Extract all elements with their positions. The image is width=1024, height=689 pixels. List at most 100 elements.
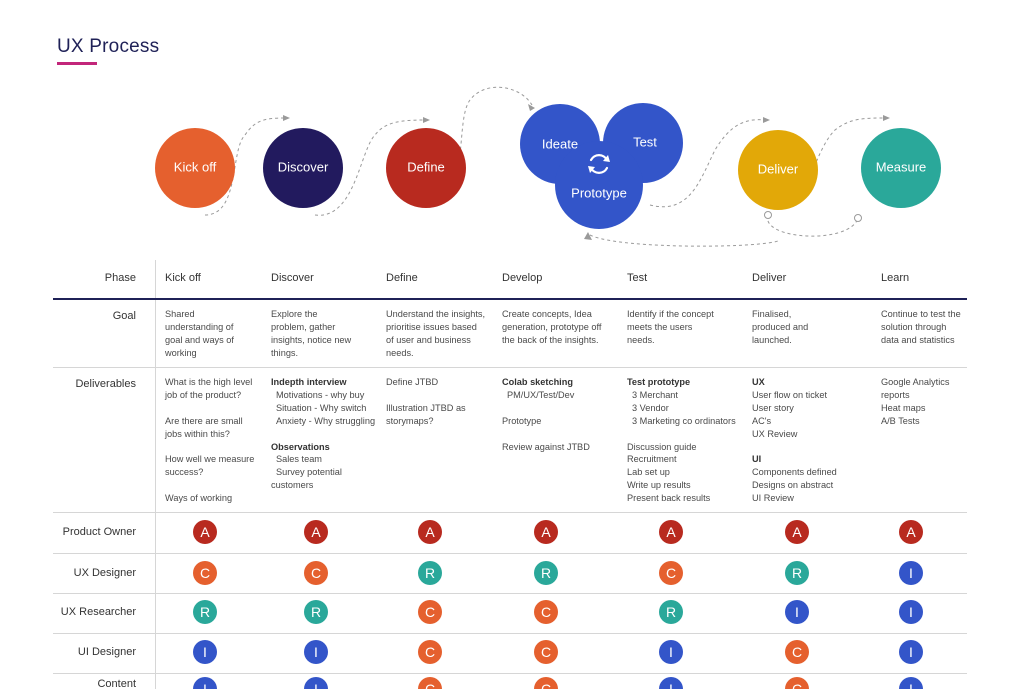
deliverable-item: Illustration JTBD as storymaps? — [386, 402, 466, 426]
measure-label: Measure — [876, 159, 927, 174]
deliverables-discover: Indepth interview Motivations - why buy … — [271, 376, 383, 492]
raci-badge: C — [785, 677, 809, 689]
deliverables-kickoff: What is the high level job of the produc… — [165, 376, 261, 505]
deliverable-item: Components defined — [752, 467, 837, 478]
discover-label: Discover — [278, 159, 329, 174]
raci-badge: R — [659, 600, 683, 624]
deliverable-item: PM/UX/Test/Dev — [507, 389, 575, 400]
goal-cell: Understand the insights, prioritise issu… — [386, 309, 486, 358]
deliverable-item: Prototype — [502, 415, 542, 426]
role-label-ux-researcher: UX Researcher — [60, 606, 136, 618]
deliverable-item: Are there are small jobs within this? — [165, 415, 243, 439]
deliverable-item: Situation - Why switch — [276, 402, 367, 413]
phase-header: Deliver — [752, 272, 787, 284]
row-divider — [53, 553, 967, 554]
test-label: Test — [633, 134, 657, 149]
deliverables-deliver: UX User flow on ticket User story AC's U… — [752, 376, 870, 505]
goal-cell: Finalised, produced and launched. — [752, 309, 809, 345]
raci-badge: A — [659, 520, 683, 544]
deliverable-item: Anxiety - Why struggling — [276, 415, 376, 426]
deliverable-item: Discussion guide — [627, 441, 697, 452]
raci-badge: I — [899, 561, 923, 585]
raci-badge: R — [193, 600, 217, 624]
row-divider — [53, 367, 967, 368]
role-label-product-owner: Product Owner — [62, 526, 136, 538]
deliverable-item: Heat maps — [881, 402, 926, 413]
goal-cell: Continue to test the solution through da… — [881, 309, 961, 345]
deliverable-heading: Observations — [271, 441, 330, 452]
deliverable-item: Define JTBD — [386, 377, 439, 387]
deliverable-item: Designs on abstract — [752, 480, 834, 491]
raci-badge: C — [785, 640, 809, 664]
deliverable-item: A/B Tests — [881, 415, 920, 426]
phase-header: Define — [386, 272, 418, 284]
raci-badge: I — [659, 677, 683, 689]
raci-badge: I — [899, 600, 923, 624]
deliverable-heading: UX — [752, 377, 765, 387]
deliverable-item: Survey potential — [276, 467, 342, 478]
row-divider — [53, 512, 967, 513]
deliverable-item: Review against JTBD — [502, 441, 590, 452]
kickoff-circle — [155, 128, 235, 208]
header-rule — [53, 298, 967, 300]
deliverable-item: AC's — [752, 415, 772, 426]
role-label-ux-designer: UX Designer — [73, 567, 136, 579]
raci-badge: R — [418, 561, 442, 585]
deliverable-item: Ways of working — [165, 493, 233, 504]
prototype-circle — [555, 141, 643, 229]
deliverable-heading: UI — [752, 454, 762, 465]
raci-badge: I — [304, 677, 328, 689]
deliver-circle — [738, 130, 818, 210]
discover-circle — [263, 128, 343, 208]
goal-cell: Create concepts, Idea generation, protot… — [502, 309, 602, 345]
raci-badge: A — [304, 520, 328, 544]
deliverable-heading: Colab sketching — [502, 377, 573, 387]
deliverable-item: 3 Vendor — [632, 402, 669, 413]
kickoff-label: Kick off — [174, 159, 217, 174]
raci-badge: C — [659, 561, 683, 585]
raci-badge: A — [418, 520, 442, 544]
title-underline — [57, 62, 97, 65]
table-divider-vertical — [155, 260, 156, 689]
connector-discover-define — [314, 119, 426, 216]
raci-badge: C — [534, 640, 558, 664]
deliverable-heading: Test prototype — [627, 377, 691, 387]
raci-badge: C — [193, 561, 217, 585]
goal-cell: Identify if the concept meets the users … — [627, 309, 714, 345]
row-divider — [53, 593, 967, 594]
raci-badge: I — [899, 677, 923, 689]
raci-badge: A — [534, 520, 558, 544]
deliverable-heading: Indepth interview — [271, 377, 347, 387]
raci-badge: C — [534, 600, 558, 624]
phase-header: Develop — [502, 272, 543, 284]
role-label-content: Content — [97, 678, 136, 689]
raci-badge: A — [785, 520, 809, 544]
row-divider — [53, 633, 967, 634]
row-divider — [53, 673, 967, 674]
deliverable-item: How well we measure success? — [165, 454, 255, 478]
raci-badge: I — [785, 600, 809, 624]
raci-badge: C — [418, 640, 442, 664]
raci-badge: R — [785, 561, 809, 585]
deliverables-test: Test prototype 3 Merchant 3 Vendor 3 Mar… — [627, 376, 749, 505]
deliverable-item: customers — [271, 480, 314, 491]
goal-row-label: Goal — [112, 310, 136, 322]
define-circle — [386, 128, 466, 208]
deliverables-develop: Colab sketching PM/UX/Test/Dev Prototype… — [502, 376, 612, 453]
connector-define-develop — [434, 86, 533, 201]
raci-badge: I — [659, 640, 683, 664]
deliverable-item: 3 Merchant — [632, 389, 678, 400]
deliverables-define: Define JTBD Illustration JTBD as storyma… — [386, 376, 486, 428]
define-label: Define — [407, 159, 445, 174]
deliverable-item: Lab set up — [627, 467, 670, 478]
raci-badge: C — [418, 677, 442, 689]
goal-cell: Explore the problem, gather insights, no… — [271, 309, 352, 358]
process-diagram: Kick off Discover Define Ideate Test Pro… — [155, 86, 941, 247]
deliverable-item: 3 Marketing co ordinators — [632, 415, 736, 426]
connector-develop-deliver — [649, 119, 766, 208]
ideate-label: Ideate — [542, 136, 578, 151]
phase-header: Test — [627, 272, 648, 284]
deliverable-item: Sales team — [276, 454, 322, 465]
deliverables-learn: Google Analytics reports Heat maps A/B T… — [881, 376, 965, 428]
raci-badge: I — [899, 640, 923, 664]
